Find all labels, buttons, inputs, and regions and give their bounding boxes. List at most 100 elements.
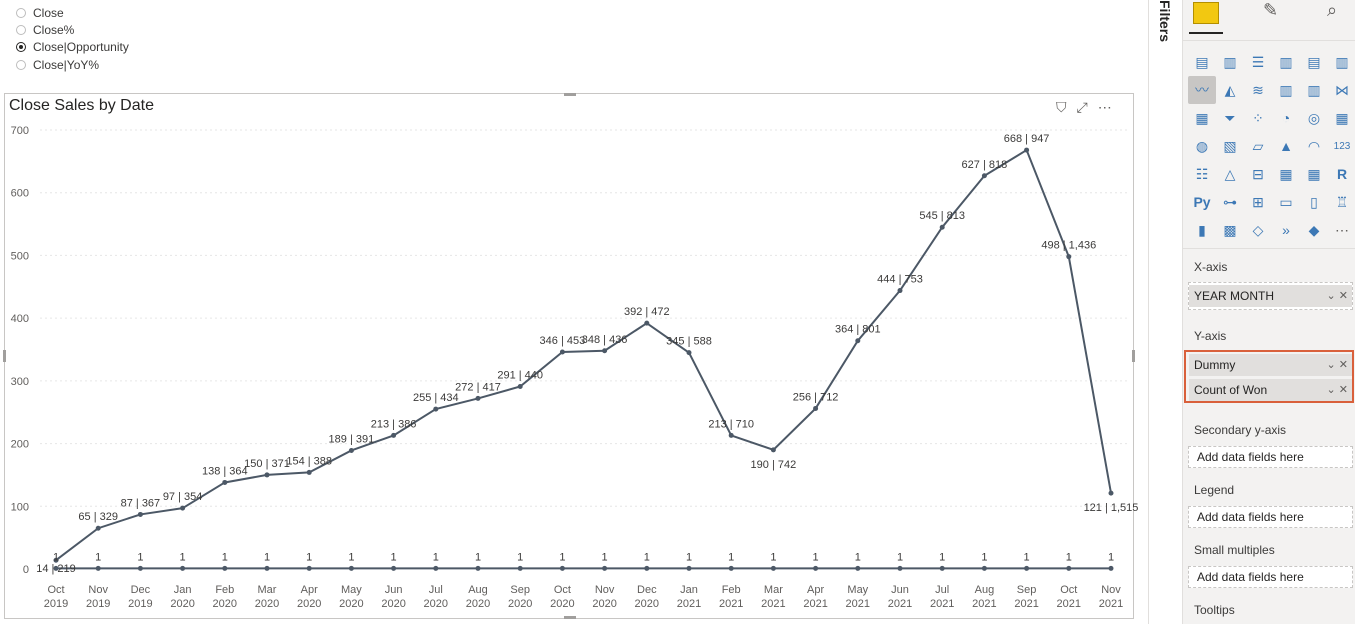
power-apps-icon[interactable]: ▩ — [1223, 221, 1237, 238]
data-label-dummy: 1 — [855, 551, 861, 563]
resize-handle-right[interactable] — [1132, 350, 1135, 362]
x-tick-label-year: 2020 — [339, 598, 363, 610]
slicer-icon[interactable]: ⊟ — [1252, 165, 1264, 182]
r-visual-icon[interactable]: R — [1336, 166, 1348, 182]
more-visuals-icon[interactable]: ⋯ — [1335, 221, 1349, 238]
100-stacked-bar-chart-icon[interactable]: ▤ — [1307, 53, 1321, 70]
paginated-report-icon[interactable]: ▮ — [1198, 221, 1206, 238]
y-axis-field-dummy[interactable]: Dummy ⌄ ✕ — [1189, 354, 1352, 376]
radio-label: Close|YoY% — [33, 57, 100, 72]
stacked-bar-chart-icon[interactable]: ▤ — [1195, 53, 1209, 70]
100-stacked-column-chart-icon[interactable]: ▥ — [1335, 53, 1349, 70]
python-visual-icon[interactable]: Py — [1193, 194, 1211, 210]
decomposition-tree-icon[interactable]: ⊞ — [1252, 193, 1264, 210]
chevron-down-icon[interactable]: ⌄ — [1326, 290, 1336, 302]
filters-pane-collapsed[interactable]: Filters — [1148, 0, 1183, 624]
radio-option[interactable]: Close|Opportunity — [16, 39, 129, 56]
scatter-chart-icon[interactable]: ⁘ — [1252, 109, 1264, 126]
matrix-icon[interactable]: ▦ — [1307, 165, 1321, 182]
line-chart-icon[interactable]: 〰 — [1188, 76, 1216, 104]
x-tick-label-year: 2020 — [592, 598, 616, 610]
data-label-dummy: 1 — [939, 551, 945, 563]
kpi-icon[interactable]: △ — [1224, 165, 1236, 182]
focus-mode-icon[interactable]: ⤢ — [1076, 99, 1088, 115]
y-axis-field-count-of-won[interactable]: Count of Won ⌄ ✕ — [1189, 379, 1352, 401]
radio-button[interactable] — [16, 42, 26, 53]
clustered-bar-chart-icon[interactable]: ☰ — [1251, 53, 1265, 70]
radio-label: Close% — [33, 23, 75, 38]
qa-visual-icon[interactable]: ▭ — [1279, 193, 1293, 210]
secondary-y-axis-well[interactable]: Add data fields here — [1188, 446, 1353, 468]
goals-icon[interactable]: ♖ — [1335, 193, 1349, 210]
data-label-dummy: 1 — [897, 551, 903, 563]
format-visual-tab-icon[interactable]: ✎ — [1263, 0, 1279, 20]
x-axis-field[interactable]: YEAR MONTH ⌄ ✕ — [1189, 285, 1352, 307]
chevron-down-icon[interactable]: ⌄ — [1326, 359, 1336, 371]
x-tick-label-year: 2020 — [635, 598, 659, 610]
data-label-dummy: 1 — [433, 551, 439, 563]
data-label-dummy: 1 — [475, 551, 481, 563]
custom-visual-icon[interactable]: ◆ — [1308, 221, 1320, 238]
close-icon[interactable]: ✕ — [1338, 290, 1348, 302]
multi-row-card-icon[interactable]: ☷ — [1195, 165, 1209, 182]
y-axis-field-name: Count of Won — [1194, 383, 1268, 397]
data-point — [897, 565, 903, 571]
map-icon[interactable]: ◍ — [1195, 137, 1209, 154]
data-label-dummy: 1 — [348, 551, 354, 563]
smart-narrative-icon[interactable]: ▯ — [1310, 193, 1318, 210]
small-multiples-well[interactable]: Add data fields here — [1188, 566, 1353, 588]
donut-chart-icon[interactable]: ◎ — [1307, 109, 1321, 126]
stacked-area-chart-icon[interactable]: ≋ — [1252, 81, 1264, 98]
area-chart-icon[interactable]: ◭ — [1224, 81, 1236, 98]
chevron-visual-icon[interactable]: » — [1282, 222, 1290, 238]
x-tick-label-year: 2021 — [677, 598, 701, 610]
close-icon[interactable]: ✕ — [1338, 384, 1348, 396]
pie-chart-icon[interactable]: ◔ — [1281, 110, 1291, 126]
x-tick-label-month: Jun — [385, 584, 403, 596]
radio-button[interactable] — [16, 25, 26, 36]
radio-label: Close — [33, 5, 64, 20]
radio-option[interactable]: Close — [16, 4, 129, 21]
line-clustered-column-icon[interactable]: ▥ — [1279, 81, 1293, 98]
waterfall-chart-icon[interactable]: ▦ — [1195, 109, 1209, 126]
funnel-chart-icon[interactable]: ⏷ — [1224, 109, 1236, 126]
resize-handle-bottom[interactable] — [564, 616, 576, 619]
filter-icon[interactable]: ⛉ — [1056, 99, 1067, 115]
data-label-dummy: 1 — [264, 551, 270, 563]
resize-handle-left[interactable] — [3, 350, 6, 362]
shape-map-icon[interactable]: ▱ — [1252, 137, 1264, 154]
y-tick-label: 400 — [11, 313, 29, 325]
close-icon[interactable]: ✕ — [1338, 359, 1348, 371]
azure-map-icon[interactable]: ▲ — [1279, 138, 1293, 154]
clustered-column-chart-icon[interactable]: ▥ — [1279, 53, 1293, 70]
ribbon-chart-icon[interactable]: ⋈ — [1335, 81, 1349, 98]
stacked-column-chart-icon[interactable]: ▥ — [1223, 53, 1237, 70]
data-point — [1066, 254, 1072, 260]
x-tick-label-month: Apr — [807, 584, 824, 596]
data-point — [348, 565, 354, 571]
radio-button[interactable] — [16, 59, 26, 70]
data-point — [1108, 490, 1114, 496]
chevron-down-icon[interactable]: ⌄ — [1326, 384, 1336, 396]
power-automate-icon[interactable]: ◇ — [1252, 221, 1264, 238]
table-icon[interactable]: ▦ — [1279, 165, 1293, 182]
y-axis-highlight — [1184, 350, 1354, 403]
resize-handle-top[interactable] — [564, 93, 576, 96]
x-tick-label-month: Mar — [764, 584, 783, 596]
more-options-icon[interactable]: ⋯ — [1097, 99, 1112, 115]
key-influencers-icon[interactable]: ⊶ — [1223, 193, 1237, 210]
build-visual-tab-icon[interactable] — [1193, 2, 1219, 24]
data-point — [306, 565, 312, 571]
analytics-tab-icon[interactable]: ⌕ — [1327, 0, 1338, 20]
line-stacked-column-icon[interactable]: ▥ — [1307, 81, 1321, 98]
radio-button[interactable] — [16, 7, 26, 18]
gauge-icon[interactable]: ◠ — [1307, 137, 1321, 154]
data-point — [813, 565, 819, 571]
radio-option[interactable]: Close% — [16, 21, 129, 38]
treemap-icon[interactable]: ▦ — [1335, 109, 1349, 126]
data-point — [53, 557, 59, 563]
filled-map-icon[interactable]: ▧ — [1223, 137, 1237, 154]
card-icon[interactable]: 123 — [1333, 140, 1351, 152]
radio-option[interactable]: Close|YoY% — [16, 56, 129, 73]
legend-well[interactable]: Add data fields here — [1188, 506, 1353, 528]
